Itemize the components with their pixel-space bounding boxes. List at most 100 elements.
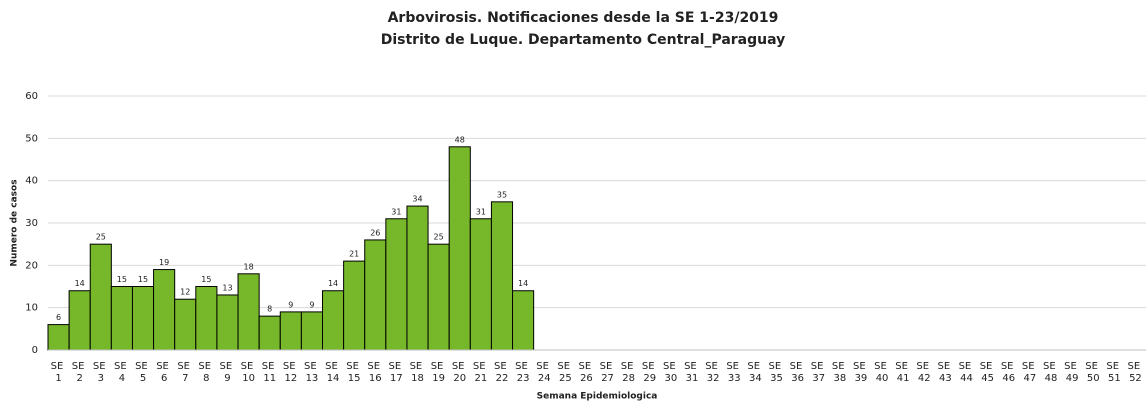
x-tick-label: SE 17 [388, 361, 404, 384]
value-label: 48 [455, 135, 465, 144]
bar [385, 218, 408, 351]
x-tick-label: SE 49 [1064, 361, 1080, 384]
x-tick-label: SE 15 [346, 361, 362, 384]
value-label: 34 [412, 195, 422, 204]
x-tick-label: SE 22 [494, 361, 510, 384]
x-tick-label: SE 4 [114, 361, 130, 384]
x-tick-label: SE 37 [811, 361, 827, 384]
x-tick-label: SE 35 [769, 361, 785, 384]
bar [153, 269, 176, 351]
value-label: 35 [497, 190, 507, 199]
bar [364, 239, 387, 351]
x-tick-label: SE 16 [367, 361, 383, 384]
x-tick-label: SE 44 [959, 361, 975, 384]
bar [258, 315, 281, 351]
value-label: 31 [391, 207, 401, 216]
value-label: 19 [159, 258, 169, 267]
x-tick-label: SE 45 [980, 361, 996, 384]
value-label: 18 [244, 262, 254, 271]
y-tick-label: 40 [25, 176, 38, 187]
x-tick-label: SE 40 [874, 361, 890, 384]
x-tick-label: SE 18 [410, 361, 426, 384]
x-tick-label: SE 8 [198, 361, 214, 384]
x-tick-label: SE 42 [916, 361, 932, 384]
x-tick-label: SE 33 [726, 361, 742, 384]
bar [469, 218, 492, 351]
value-label: 6 [56, 313, 61, 322]
x-tick-label: SE 41 [895, 361, 911, 384]
x-tick-label: SE 34 [747, 361, 763, 384]
bar [237, 273, 260, 351]
chart-subtitle: Distrito de Luque. Departamento Central_… [381, 32, 786, 48]
x-tick-label: SE 48 [1043, 361, 1059, 384]
x-tick-label: SE 23 [515, 361, 531, 384]
bar [174, 298, 197, 351]
bar [89, 243, 112, 351]
x-tick-label: SE 52 [1128, 361, 1144, 384]
bar [47, 324, 70, 351]
x-axis-title: Semana Epidemiologica [537, 392, 658, 402]
x-tick-label: SE 10 [241, 361, 257, 384]
x-tick-label: SE 39 [853, 361, 869, 384]
x-tick-label: SE 43 [937, 361, 953, 384]
x-tick-label: SE 13 [304, 361, 320, 384]
x-tick-label: SE 20 [452, 361, 468, 384]
y-tick-label: 10 [25, 303, 38, 314]
bar [279, 311, 302, 351]
x-tick-label: SE 32 [705, 361, 721, 384]
bar [110, 286, 133, 351]
x-tick-label: SE 6 [156, 361, 172, 384]
value-label: 25 [96, 233, 106, 242]
bar [195, 286, 218, 351]
bar [322, 290, 345, 351]
x-tick-label: SE 31 [684, 361, 700, 384]
bar [343, 260, 366, 351]
bar [512, 290, 535, 351]
y-tick-label: 50 [25, 133, 38, 144]
x-tick-label: SE 27 [600, 361, 616, 384]
bar [406, 205, 429, 351]
x-tick-label: SE 28 [621, 361, 637, 384]
x-tick-label: SE 12 [283, 361, 299, 384]
x-tick-label: SE 7 [177, 361, 193, 384]
x-tick-label: SE 1 [51, 361, 67, 384]
bar [68, 290, 91, 351]
x-tick-label: SE 30 [663, 361, 679, 384]
x-tick-label: SE 38 [832, 361, 848, 384]
x-tick-label: SE 24 [536, 361, 552, 384]
x-tick-label: SE 11 [262, 361, 278, 384]
x-tick-label: SE 25 [557, 361, 573, 384]
y-axis-title: Numero de casos [10, 179, 20, 266]
value-label: 31 [476, 207, 486, 216]
x-tick-label: SE 51 [1106, 361, 1122, 384]
y-tick-label: 30 [25, 218, 38, 229]
x-tick-label: SE 19 [431, 361, 447, 384]
x-tick-label: SE 50 [1085, 361, 1101, 384]
value-label: 21 [349, 250, 359, 259]
x-tick-label: SE 2 [72, 361, 88, 384]
x-tick-label: SE 29 [642, 361, 658, 384]
value-label: 26 [370, 228, 380, 237]
x-tick-label: SE 21 [473, 361, 489, 384]
x-tick-label: SE 14 [325, 361, 341, 384]
bar [490, 201, 514, 351]
value-label: 13 [222, 283, 232, 292]
x-tick-label: SE 3 [93, 361, 109, 384]
value-label: 14 [328, 279, 338, 288]
y-tick-label: 60 [25, 91, 38, 102]
bar [427, 243, 450, 351]
value-label: 15 [201, 275, 211, 284]
chart-title: Arbovirosis. Notificaciones desde la SE … [388, 10, 779, 26]
x-tick-label: SE 47 [1022, 361, 1038, 384]
bar [300, 311, 323, 351]
bar [216, 294, 239, 351]
x-tick-label: SE 5 [135, 361, 151, 384]
bar [131, 286, 155, 351]
value-label: 12 [180, 288, 190, 297]
x-tick-label: SE 26 [579, 361, 595, 384]
bar [448, 146, 471, 351]
y-tick-label: 20 [25, 260, 38, 271]
value-label: 9 [309, 300, 314, 309]
x-tick-label: SE 9 [220, 361, 236, 384]
